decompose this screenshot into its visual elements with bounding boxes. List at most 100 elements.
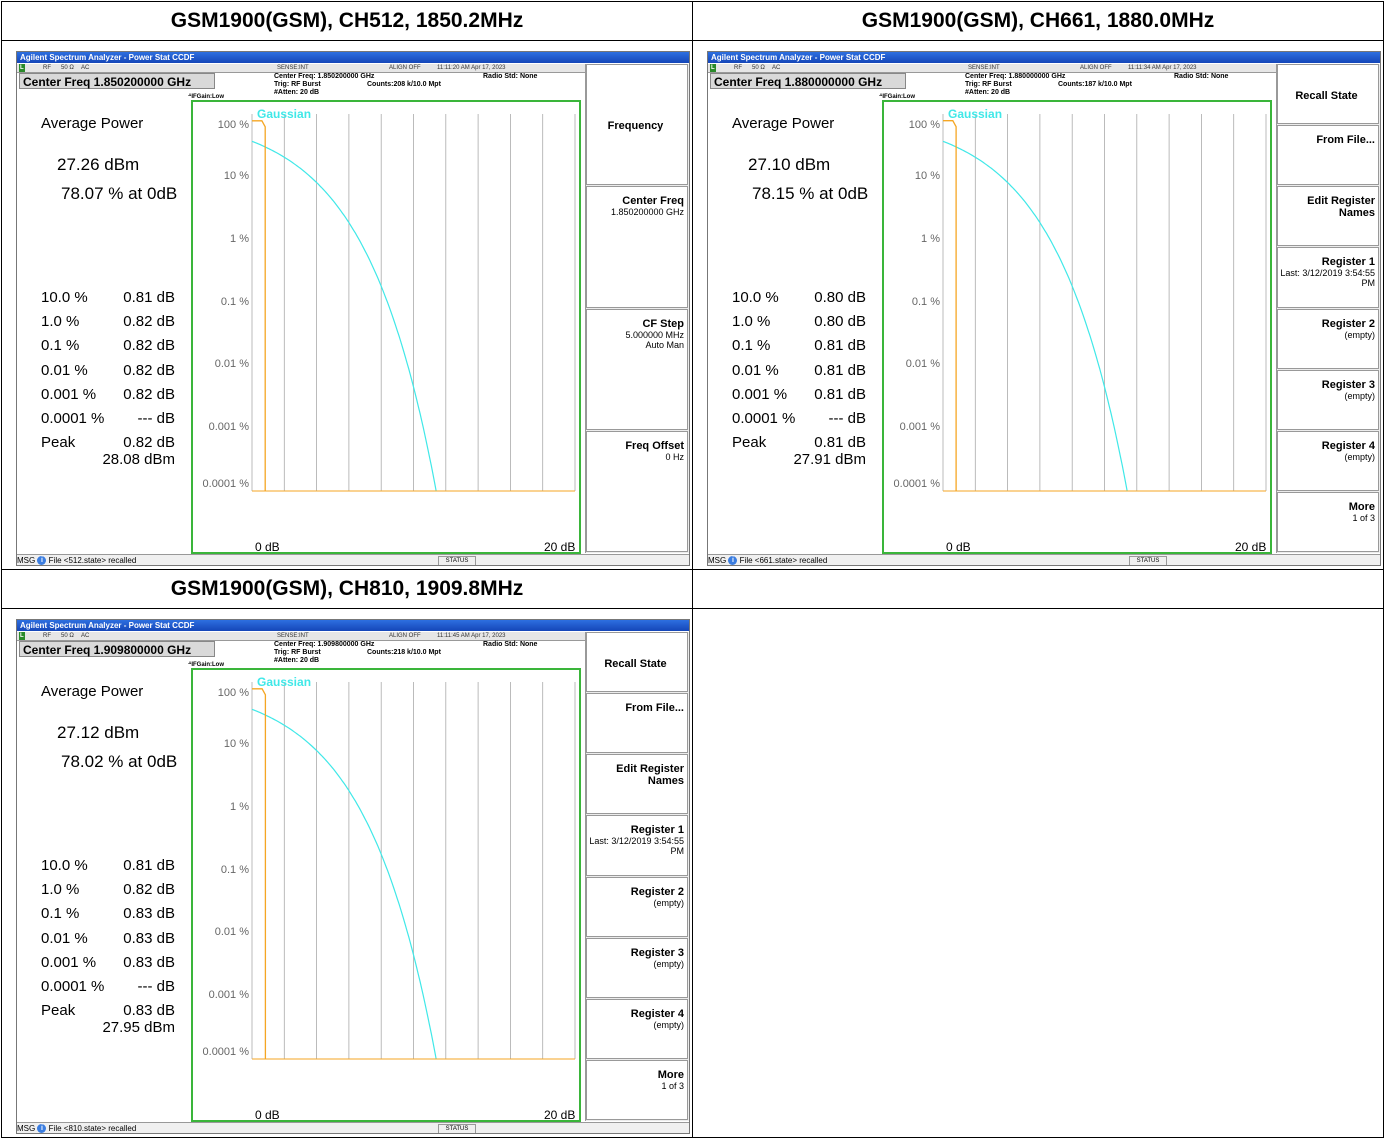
status-field: 50 Ω — [61, 65, 74, 71]
softkey-sub: (empty) — [653, 897, 684, 908]
softkey-button[interactable]: Register 4 (empty) — [1277, 430, 1379, 491]
softkey-menu: Recall State From File... Edit Register Na… — [585, 632, 689, 1121]
panel-heading-0: GSM1900(GSM), CH512, 1850.2MHz — [1, 1, 693, 41]
counts-readout: Counts:218 k/10.0 Mpt — [367, 649, 441, 656]
gaussian-trace — [251, 708, 437, 1059]
center-freq-readout[interactable]: Center Freq 1.850200000 GHz — [19, 73, 215, 89]
softkey-button[interactable]: More 1 of 3 — [586, 1059, 688, 1120]
softkey-label: Register 1 — [630, 824, 684, 837]
ccdf-graph: 100 % 10 % 1 % 0.1 % 0.01 % 0.001 % 0.0001 % Ga… — [17, 52, 585, 565]
center-freq-readout[interactable]: Center Freq 1.880000000 GHz — [710, 73, 906, 89]
softkey-label: Edit Register Names — [616, 763, 684, 788]
panel-heading-1: GSM1900(GSM), CH661, 1880.0MHz — [692, 1, 1384, 41]
softkey-button[interactable]: Register 1 Last: 3/12/2019 3:54:55 PM — [586, 815, 688, 876]
msg-label: MSG — [708, 556, 729, 565]
meas-info-line: Center Freq: 1.880000000 GHz — [965, 73, 1066, 80]
stat-value: 0.83 dB — [123, 929, 175, 947]
ccdf-plot — [942, 114, 1267, 492]
stat-percent: 0.001 % — [41, 385, 97, 403]
softkey-button[interactable]: Edit Register Names — [586, 754, 688, 815]
stat-percent: 0.1 % — [41, 905, 80, 923]
softkey-button[interactable]: From File... — [1277, 125, 1379, 186]
status-field: L — [19, 632, 25, 640]
y-tick-label: 0.01 % — [214, 926, 249, 939]
status-field: 11:11:20 AM Apr 17, 2023 — [437, 65, 506, 71]
status-field: 50 Ω — [752, 65, 765, 71]
meas-info-line: Trig: RF Burst — [274, 81, 321, 88]
status-field: RF — [43, 65, 51, 71]
app-title-bar: Agilent Spectrum Analyzer - Power Stat C… — [17, 620, 689, 631]
softkey-button[interactable]: Freq Offset 0 Hz — [586, 430, 688, 552]
softkey-button[interactable]: More 1 of 3 — [1277, 491, 1379, 552]
y-tick-label: 100 % — [217, 687, 249, 699]
meas-info-line: Trig: RF Burst — [274, 649, 321, 656]
info-icon: i — [728, 556, 738, 565]
status-field: AC — [81, 633, 90, 639]
stat-value: 0.81 dB — [814, 385, 866, 403]
softkey-button[interactable]: From File... — [586, 693, 688, 754]
status-box[interactable]: STATUS — [1129, 556, 1167, 565]
stat-percent: 0.1 % — [732, 337, 771, 355]
stats-panel: Average Power 27.26 dBm 78.07 % at 0dB 10.0… — [19, 96, 191, 553]
status-field: ALIGN OFF — [1080, 65, 1112, 71]
softkey-sub: (empty) — [1344, 329, 1375, 340]
softkey-button[interactable]: Recall State — [586, 632, 688, 693]
status-box[interactable]: STATUS — [438, 556, 476, 565]
stat-value: 0.81 dB — [814, 361, 866, 379]
stat-value: 0.82 dB — [123, 385, 175, 403]
status-box[interactable]: STATUS — [438, 1124, 476, 1133]
message-bar: MSG i File <810.state> recalled STATUS — [17, 1122, 689, 1133]
analyzer-screenshot: Agilent Spectrum Analyzer - Power Stat C… — [707, 51, 1381, 566]
y-tick-label: 0.0001 % — [893, 478, 940, 490]
stat-percent: 0.01 % — [732, 361, 779, 379]
peak-dbm: 27.95 dBm — [102, 1019, 175, 1037]
softkey-button[interactable]: CF Step 5.000000 MHz Auto Man — [586, 308, 688, 430]
softkey-sub: Last: 3/12/2019 3:54:55 PM — [1280, 268, 1375, 289]
meas-info-line: #Atten: 20 dB — [965, 89, 1011, 96]
softkey-menu: Frequency Center Freq 1.850200000 GHz CF St… — [585, 64, 689, 553]
pct-at-0db: 78.15 % at 0dB — [752, 184, 869, 203]
stat-percent: 10.0 % — [41, 857, 88, 874]
stat-value: 0.82 dB — [123, 361, 175, 379]
softkey-label: Register 1 — [1321, 256, 1375, 269]
status-field: RF — [43, 633, 51, 639]
softkey-button[interactable]: Register 3 (empty) — [586, 937, 688, 998]
msg-text: File <512.state> recalled — [46, 556, 137, 565]
softkey-button[interactable]: Center Freq 1.850200000 GHz — [586, 186, 688, 308]
radio-std-readout: Radio Std: None — [483, 641, 538, 648]
softkey-button[interactable]: Frequency — [586, 64, 688, 186]
stat-value: 0.81 dB — [123, 289, 175, 306]
y-tick-label: 0.01 % — [905, 358, 940, 371]
softkey-button[interactable]: Register 1 Last: 3/12/2019 3:54:55 PM — [1277, 247, 1379, 308]
y-tick-label: 1 % — [230, 800, 249, 813]
softkey-button[interactable]: Recall State — [1277, 64, 1379, 125]
stat-percent: 1.0 % — [732, 313, 771, 331]
softkey-button[interactable]: Register 2 (empty) — [1277, 308, 1379, 369]
softkey-button[interactable]: Register 3 (empty) — [1277, 369, 1379, 430]
y-tick-label: 0.001 % — [208, 989, 249, 1002]
status-field: AC — [772, 65, 781, 71]
x-axis-start: 0 dB — [255, 1108, 280, 1122]
stat-value: 0.82 dB — [123, 881, 175, 899]
meas-info-line: Center Freq: 1.850200000 GHz — [274, 73, 375, 80]
softkey-sub2: Auto Man — [645, 339, 684, 350]
stat-percent: 0.01 % — [41, 361, 88, 379]
center-freq-readout[interactable]: Center Freq 1.909800000 GHz — [19, 641, 215, 657]
softkey-label: Recall State — [1295, 89, 1358, 102]
ccdf-plot — [251, 114, 576, 492]
gaussian-label: Gaussian — [948, 107, 1003, 121]
stats-panel: Average Power 27.10 dBm 78.15 % at 0dB 10.0… — [710, 96, 882, 553]
softkey-menu: Recall State From File... Edit Register Na… — [1276, 64, 1380, 553]
stat-percent: 0.0001 % — [41, 410, 105, 427]
softkey-button[interactable]: Register 2 (empty) — [586, 876, 688, 937]
stat-percent: Peak — [41, 1002, 76, 1020]
stat-value: --- dB — [828, 410, 867, 427]
softkey-button[interactable]: Edit Register Names — [1277, 186, 1379, 247]
message-bar: MSG i File <661.state> recalled STATUS — [708, 554, 1380, 565]
ccdf-graph: 100 % 10 % 1 % 0.1 % 0.01 % 0.001 % 0.0001 % Ga… — [708, 52, 1276, 565]
softkey-button[interactable]: Register 4 (empty) — [586, 998, 688, 1059]
panel-cell-1: Agilent Spectrum Analyzer - Power Stat C… — [692, 40, 1384, 570]
y-tick-label: 0.0001 % — [202, 478, 249, 490]
softkey-label: Register 2 — [630, 885, 684, 898]
stat-value: 0.82 dB — [123, 337, 175, 355]
